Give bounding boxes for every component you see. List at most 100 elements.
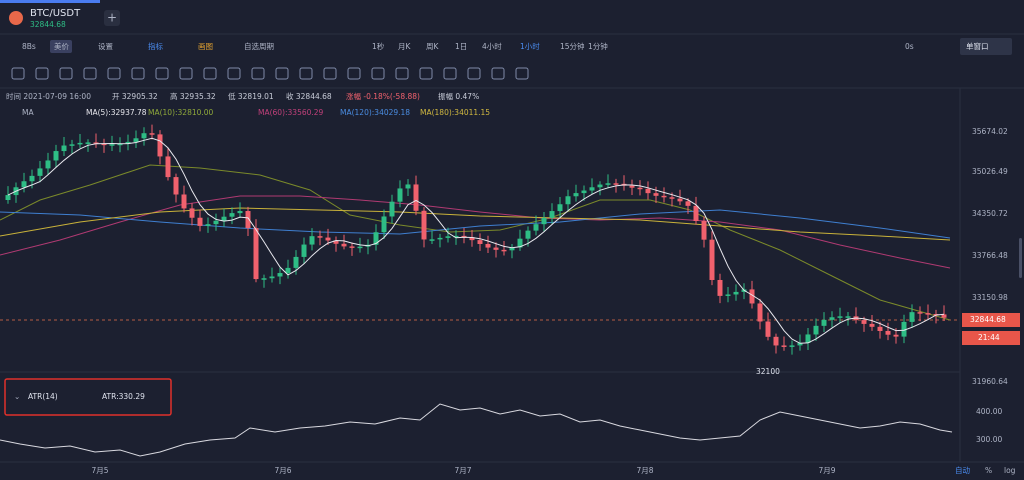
atr-icons: ⌄ bbox=[14, 392, 20, 401]
candle-body bbox=[269, 276, 275, 279]
candle-body bbox=[557, 204, 563, 212]
candle-body bbox=[29, 175, 35, 182]
candle-body bbox=[885, 330, 891, 335]
plus-icon: + bbox=[107, 11, 117, 25]
tool-icon[interactable] bbox=[443, 67, 457, 80]
period-button[interactable]: 月K bbox=[398, 42, 411, 51]
toolbar-item[interactable]: 设置 bbox=[98, 41, 113, 51]
candle-body bbox=[229, 213, 235, 217]
tool-icon[interactable] bbox=[467, 67, 481, 80]
price-tick-label: 34350.72 bbox=[972, 209, 1008, 218]
candle-body bbox=[301, 244, 307, 257]
toolbar-item[interactable]: 画图 bbox=[198, 42, 213, 51]
toolbar-item[interactable]: 美价 bbox=[54, 41, 69, 51]
candle-body bbox=[605, 183, 611, 185]
candle-body bbox=[829, 317, 835, 320]
candle-body bbox=[757, 303, 763, 322]
candle-body bbox=[453, 235, 459, 238]
tool-icon[interactable] bbox=[251, 67, 265, 80]
period-button[interactable]: 1秒 bbox=[372, 41, 385, 51]
tool-icon[interactable] bbox=[11, 67, 25, 80]
tool-icon[interactable] bbox=[179, 67, 193, 80]
candle-body bbox=[837, 316, 843, 318]
candle-body bbox=[429, 239, 435, 241]
window-button[interactable] bbox=[960, 38, 1012, 55]
candle-body bbox=[125, 141, 131, 144]
tool-icon[interactable] bbox=[107, 67, 121, 80]
countdown-tag bbox=[962, 331, 1020, 345]
info-item: 涨幅 -0.18%(-58.88) bbox=[346, 91, 420, 101]
candle-body bbox=[157, 134, 163, 157]
candle-body bbox=[37, 168, 43, 176]
candle-body bbox=[645, 188, 651, 194]
tool-icon[interactable] bbox=[83, 67, 97, 80]
candle-body bbox=[85, 142, 91, 144]
ma-value: MA(180):34011.15 bbox=[420, 108, 490, 117]
period-button[interactable]: 15分钟 bbox=[560, 41, 585, 51]
candle-body bbox=[293, 256, 299, 268]
period-button[interactable]: 周K bbox=[426, 42, 439, 51]
add-tab[interactable] bbox=[104, 10, 120, 26]
candle-body bbox=[237, 211, 243, 214]
candle-body bbox=[245, 211, 251, 229]
tool-icon[interactable] bbox=[299, 67, 313, 80]
candle-body bbox=[325, 237, 331, 241]
atr-value: ATR:330.29 bbox=[102, 392, 145, 401]
toolbar-item[interactable]: 指标 bbox=[148, 41, 163, 51]
candle-body bbox=[461, 235, 467, 238]
header-price: 32844.68 bbox=[30, 20, 66, 29]
tool-icon[interactable] bbox=[203, 67, 217, 80]
tool-icon[interactable] bbox=[371, 67, 385, 80]
candle-body bbox=[349, 246, 355, 248]
tool-icon[interactable] bbox=[515, 67, 529, 80]
tool-icon[interactable] bbox=[347, 67, 361, 80]
candle-body bbox=[189, 208, 195, 218]
axis-control[interactable]: 自动 bbox=[955, 465, 970, 475]
candle-body bbox=[893, 334, 899, 337]
candle-body bbox=[437, 237, 443, 240]
info-item: 时间 2021-07-09 16:00 bbox=[6, 91, 91, 101]
tool-icon[interactable] bbox=[155, 67, 169, 80]
tool-icon[interactable] bbox=[275, 67, 289, 80]
candle-body bbox=[253, 228, 259, 280]
candle-body bbox=[309, 236, 315, 245]
candle-body bbox=[725, 294, 731, 296]
candle-body bbox=[925, 313, 931, 315]
tool-icon[interactable] bbox=[131, 67, 145, 80]
candle-body bbox=[405, 184, 411, 189]
toolbar-right[interactable]: 单窗口 bbox=[966, 41, 989, 51]
tool-icon[interactable] bbox=[35, 67, 49, 80]
candles bbox=[5, 124, 947, 355]
ma60-line bbox=[0, 195, 951, 269]
tool-icon[interactable] bbox=[419, 67, 433, 80]
toolbar-right[interactable]: 0s bbox=[905, 42, 914, 51]
candle-body bbox=[909, 312, 915, 322]
candle-body bbox=[421, 210, 427, 240]
candle-body bbox=[117, 143, 123, 146]
x-tick-label: 7月9 bbox=[818, 466, 835, 475]
tool-icon[interactable] bbox=[59, 67, 73, 80]
axis-control[interactable]: log bbox=[1004, 466, 1016, 475]
candle-body bbox=[21, 181, 27, 188]
period-button[interactable]: 1分钟 bbox=[588, 41, 608, 51]
atr-label: ATR(14) bbox=[28, 392, 58, 401]
candle-body bbox=[469, 237, 475, 241]
period-button[interactable]: 1小时 bbox=[520, 41, 540, 51]
tool-icon[interactable] bbox=[323, 67, 337, 80]
axis-control[interactable]: % bbox=[985, 466, 992, 475]
period-button[interactable]: 4小时 bbox=[482, 41, 502, 51]
ma-value: MA(10):32810.00 bbox=[148, 108, 214, 117]
tool-icon[interactable] bbox=[395, 67, 409, 80]
toolbar-item[interactable]: 自选周期 bbox=[244, 41, 274, 51]
candle-body bbox=[525, 230, 531, 239]
tool-icon[interactable] bbox=[227, 67, 241, 80]
candle-body bbox=[533, 224, 539, 231]
x-tick-label: 7月8 bbox=[636, 466, 653, 475]
candle-body bbox=[173, 177, 179, 195]
tool-icon[interactable] bbox=[491, 67, 505, 80]
candle-body bbox=[485, 243, 491, 248]
period-button[interactable]: 1日 bbox=[455, 42, 467, 51]
candle-body bbox=[613, 183, 619, 185]
scrollbar[interactable] bbox=[1019, 238, 1022, 278]
toolbar-item[interactable]: 8Bs bbox=[22, 42, 36, 51]
